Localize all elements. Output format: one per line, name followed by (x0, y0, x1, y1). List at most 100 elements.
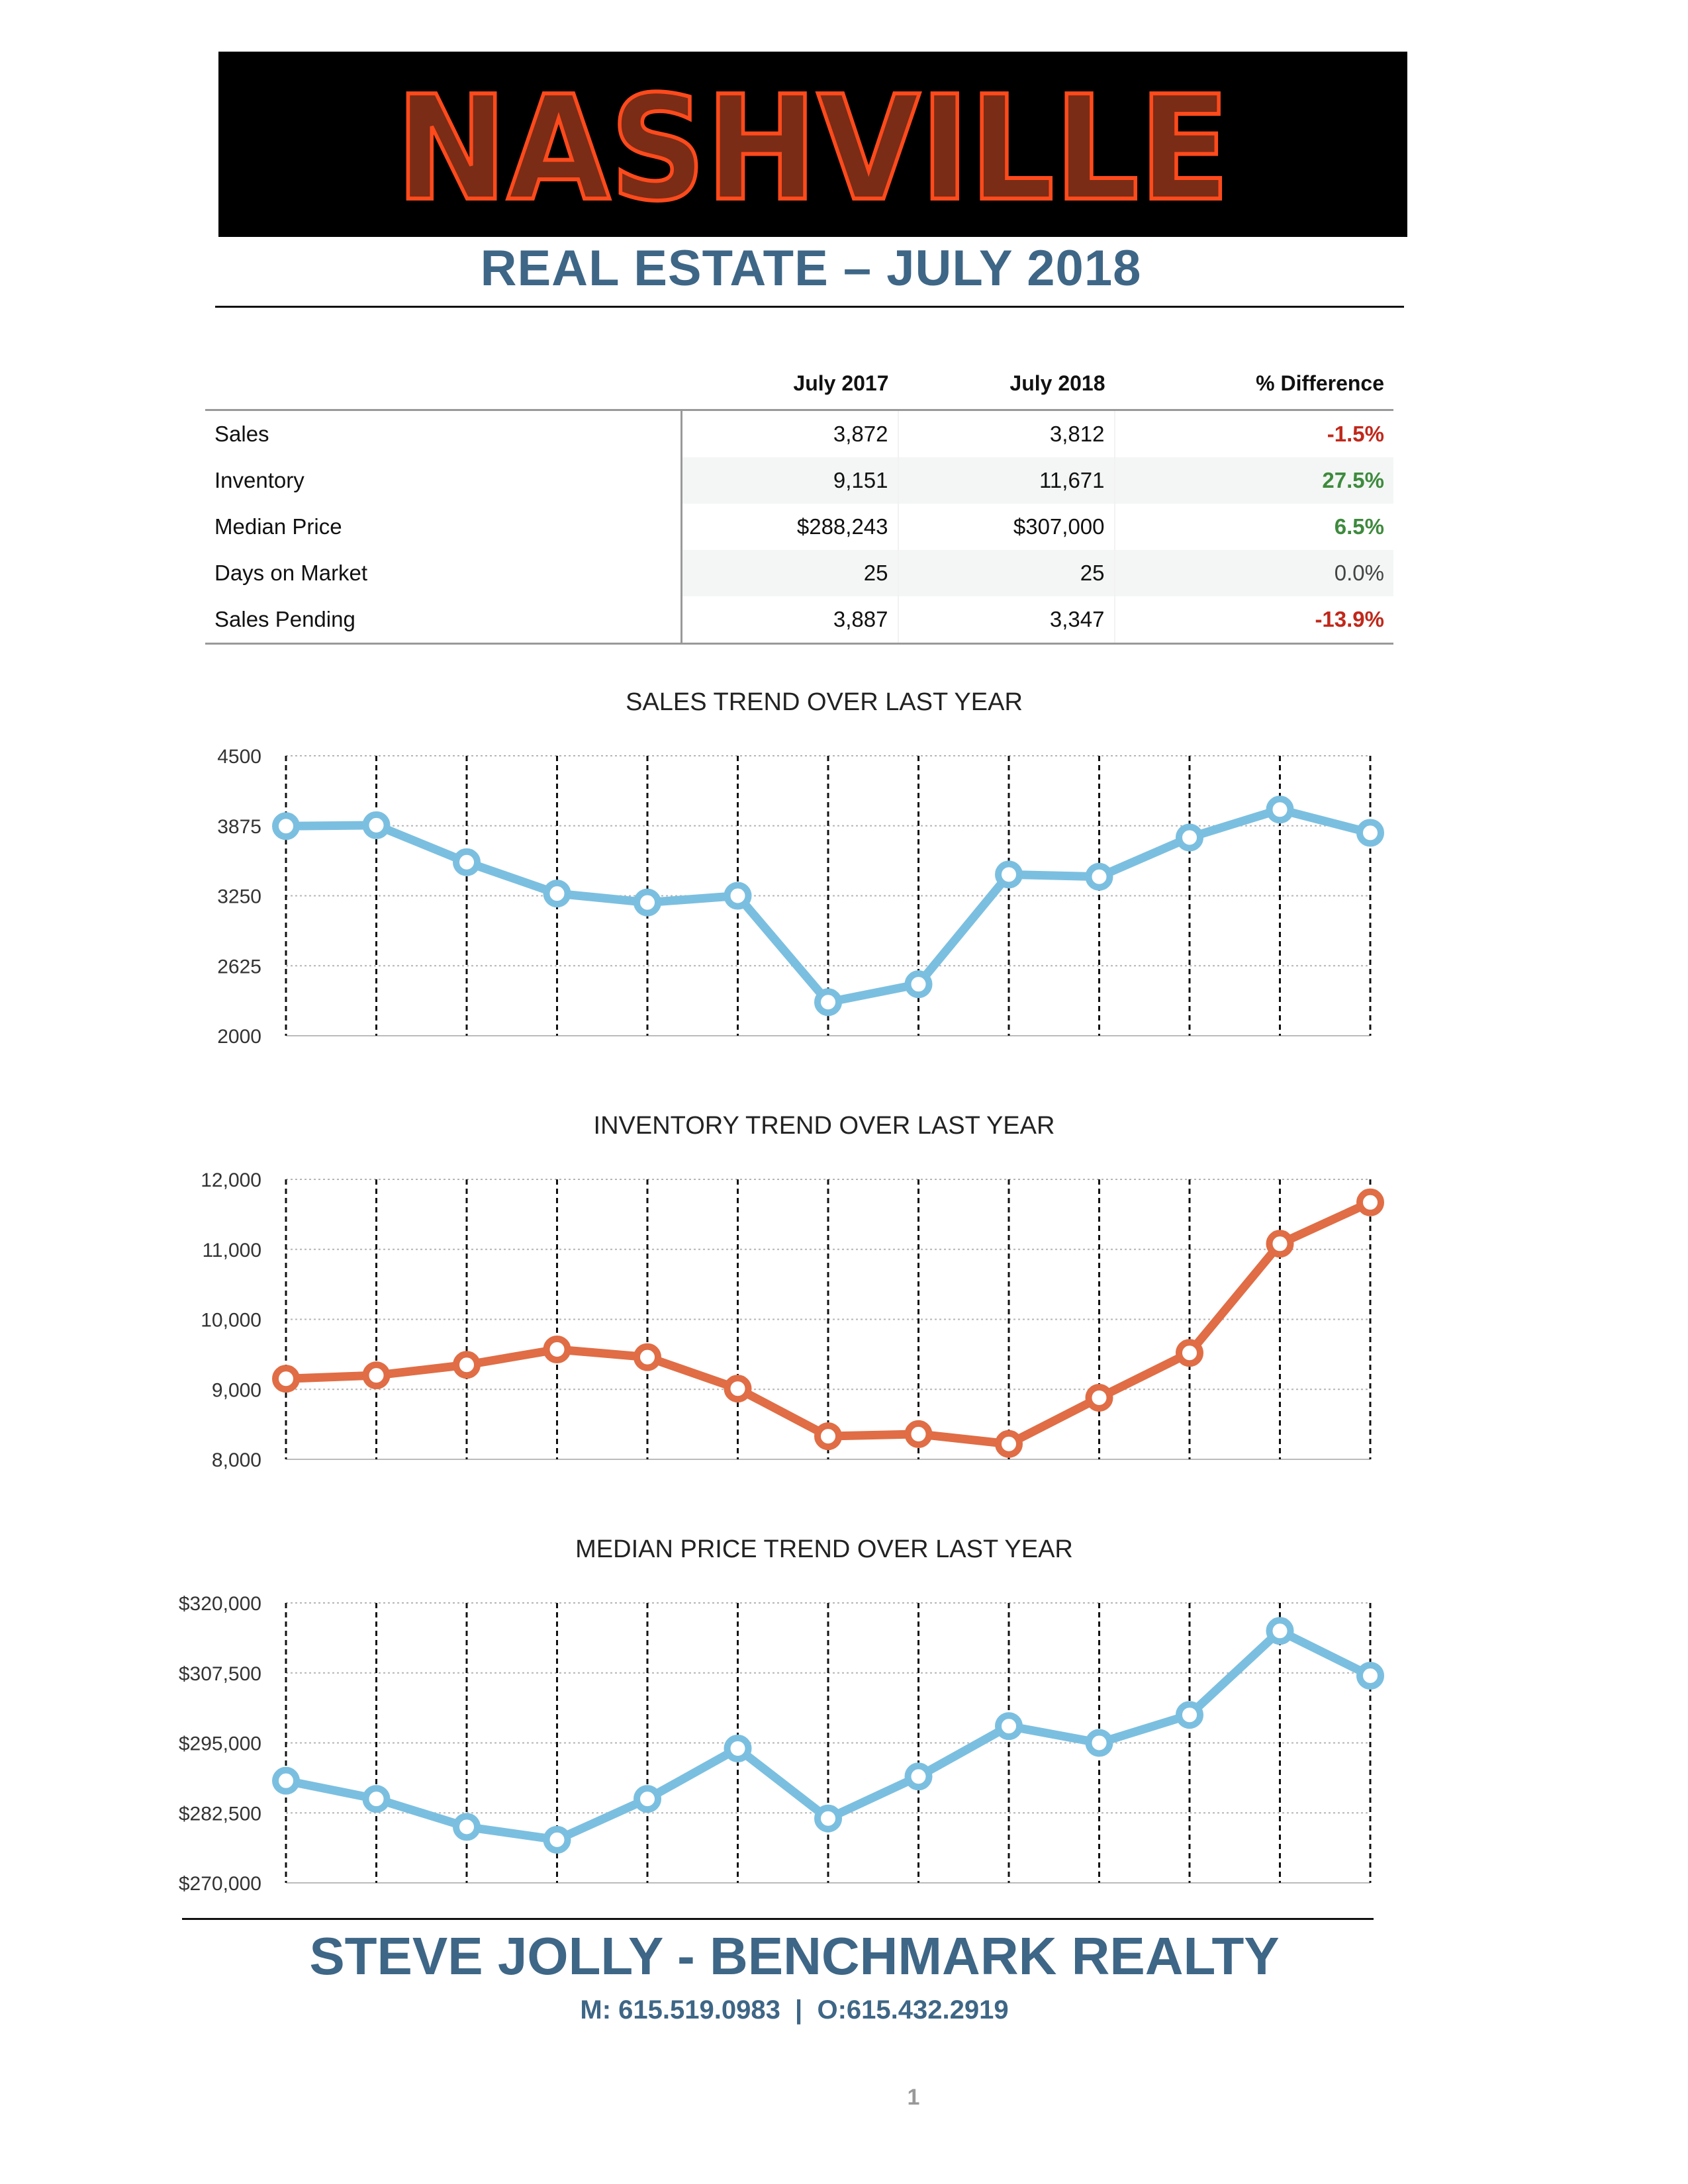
data-point (814, 988, 842, 1017)
sales-trend-chart: 4500 3875 3250 2625 2000 (217, 746, 1384, 1048)
data-point (362, 1361, 391, 1390)
median-price-trend-chart: $320,000 $307,500 $295,000 $282,500 $270,000 (179, 1593, 1384, 1895)
nashville-banner: NASHVILLE (218, 52, 1407, 237)
y-tick-label: 2000 (217, 1026, 261, 1048)
cell-july-2018: 25 (898, 550, 1115, 596)
table-header-row: July 2017 July 2018 % Difference (205, 357, 1393, 411)
data-point (724, 1734, 752, 1762)
data-point (724, 882, 752, 910)
cell-july-2018: $307,000 (898, 504, 1115, 550)
inventory-chart-title: INVENTORY TREND OVER LAST YEAR (593, 1112, 1055, 1140)
y-tick-label: 4500 (217, 746, 261, 768)
data-point (904, 1762, 933, 1791)
y-tick-label: 12,000 (201, 1169, 261, 1191)
data-point (724, 1375, 752, 1403)
data-point (1176, 1339, 1203, 1367)
y-tick-label: $282,500 (179, 1803, 261, 1825)
y-tick-label: $320,000 (179, 1593, 261, 1615)
table-row: Inventory 9,151 11,671 27.5% (205, 457, 1393, 504)
cell-july-2017: 25 (681, 550, 899, 596)
y-tick-label: 9,000 (212, 1379, 261, 1401)
page-number: 1 (907, 2085, 920, 2110)
y-tick-label: 2625 (217, 956, 261, 978)
data-point (1266, 1617, 1294, 1645)
table-row: Sales Pending 3,887 3,347 -13.9% (205, 596, 1393, 645)
data-point (1356, 819, 1384, 847)
cell-july-2018: 3,812 (898, 410, 1115, 457)
data-point (543, 1825, 571, 1854)
y-tick-label: 8,000 (212, 1449, 261, 1471)
row-label: Inventory (205, 457, 682, 504)
data-point (904, 1420, 933, 1448)
data-point (1085, 1383, 1113, 1412)
cell-july-2017: 3,887 (681, 596, 899, 645)
header-july-2018: July 2018 (898, 357, 1115, 411)
data-point (633, 1343, 661, 1371)
data-point (272, 812, 300, 841)
data-point (1085, 862, 1113, 891)
row-label: Days on Market (205, 550, 682, 596)
data-point (543, 1335, 571, 1363)
agent-name: STEVE JOLLY - BENCHMARK REALTY (309, 1927, 1280, 1985)
data-point (543, 880, 571, 908)
cell-pct-difference: 6.5% (1334, 514, 1384, 539)
data-point (362, 1785, 391, 1813)
header-july-2017: July 2017 (681, 357, 898, 411)
footer-divider (182, 1918, 1374, 1920)
sales-chart-title: SALES TREND OVER LAST YEAR (626, 688, 1023, 716)
cell-pct-difference: 27.5% (1114, 457, 1393, 504)
data-point (1266, 1230, 1294, 1258)
cell-july-2017: $288,243 (681, 504, 899, 550)
cell-pct-difference: -1.5% (1327, 422, 1384, 446)
data-point (362, 811, 391, 839)
agent-contact: M: 615.519.0983 | O:615.432.2919 (580, 1995, 1009, 2025)
stats-table: July 2017 July 2018 % Difference Sales 3… (205, 357, 1393, 645)
table-row: Days on Market 25 25 0.0% (205, 550, 1393, 596)
data-point (453, 1813, 481, 1841)
data-point (633, 888, 661, 917)
data-point (1085, 1729, 1113, 1757)
row-label: Sales (205, 410, 682, 457)
cell-pct-difference: 0.0% (1114, 550, 1393, 596)
table-row: Median Price $288,243 $307,000 6.5% (205, 504, 1393, 550)
neon-sign-logo: NASHVILLE (394, 64, 1232, 235)
y-tick-label: $270,000 (179, 1873, 261, 1895)
data-point (1356, 1188, 1384, 1216)
data-point (1266, 796, 1294, 824)
table-row: Sales 3,872 3,812 -1.5% (205, 410, 1393, 457)
data-point (453, 1351, 481, 1379)
cell-july-2017: 9,151 (681, 457, 899, 504)
y-tick-label: 3250 (217, 886, 261, 908)
cell-july-2017: 3,872 (681, 410, 899, 457)
cell-july-2018: 11,671 (898, 457, 1115, 504)
data-point (814, 1804, 842, 1833)
y-tick-label: 3875 (217, 816, 261, 838)
data-point (633, 1785, 661, 1813)
cell-pct-difference: -13.9% (1114, 596, 1393, 645)
data-point (453, 848, 481, 876)
data-point (904, 970, 933, 999)
header-pct-difference: % Difference (1114, 357, 1393, 411)
data-point (995, 1712, 1023, 1741)
cell-july-2018: 3,347 (898, 596, 1115, 645)
median-price-chart-title: MEDIAN PRICE TREND OVER LAST YEAR (575, 1535, 1073, 1563)
data-point (272, 1365, 300, 1393)
row-label: Median Price (205, 504, 682, 550)
data-point (272, 1766, 300, 1795)
header-blank (205, 357, 682, 411)
y-tick-label: $307,500 (179, 1663, 261, 1685)
y-tick-label: $295,000 (179, 1733, 261, 1755)
y-tick-label: 11,000 (202, 1240, 261, 1261)
header-divider (215, 306, 1404, 308)
data-point (1356, 1661, 1384, 1690)
page-subtitle: REAL ESTATE – JULY 2018 (480, 240, 1142, 296)
data-point (995, 1430, 1023, 1458)
y-tick-label: 10,000 (201, 1310, 261, 1332)
banner-text: NASHVILLE (396, 66, 1230, 233)
data-point (1176, 1701, 1203, 1729)
data-point (995, 860, 1023, 889)
data-point (1176, 823, 1203, 852)
inventory-trend-chart: 12,000 11,000 10,000 9,000 8,000 (201, 1169, 1384, 1471)
row-label: Sales Pending (205, 596, 682, 645)
data-point (814, 1422, 842, 1451)
